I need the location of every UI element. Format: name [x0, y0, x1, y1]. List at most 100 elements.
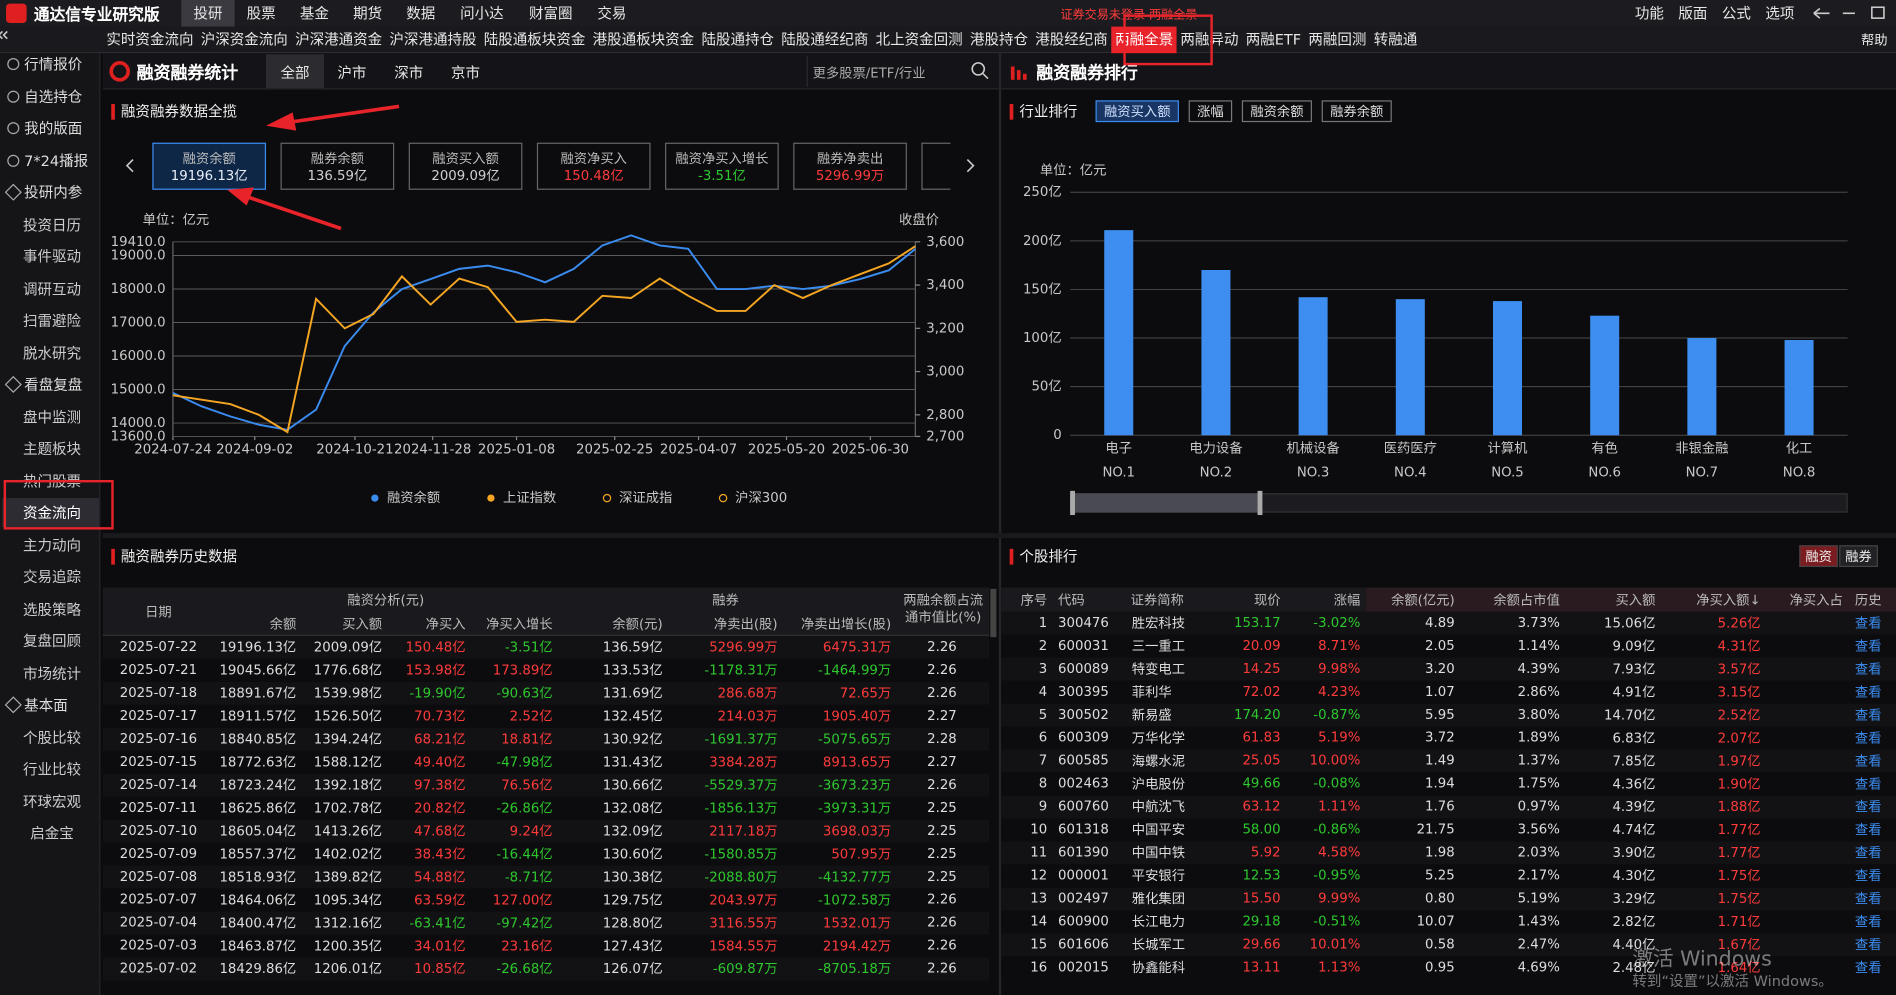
tab[interactable]: 港股经纪商 [1035, 31, 1108, 49]
top-right-item[interactable]: 功能 [1634, 5, 1664, 23]
toggle[interactable] [1799, 545, 1838, 568]
table-row[interactable] [1001, 955, 1896, 979]
history-link[interactable]: 查看 [1854, 730, 1882, 746]
sidebar-item[interactable]: 启金宝 [30, 825, 74, 843]
history-link[interactable]: 查看 [1854, 936, 1882, 953]
table-row[interactable] [1001, 794, 1896, 818]
tab[interactable]: 沪深港通资金 [295, 31, 383, 49]
sidebar-item[interactable]: 7*24播报 [24, 152, 89, 170]
table-row[interactable] [1001, 840, 1896, 864]
tab[interactable]: 陆股通板块资金 [483, 31, 586, 49]
sidebar-item[interactable]: 交易追踪 [22, 568, 82, 586]
sidebar-item[interactable]: 市场统计 [22, 664, 82, 682]
tab[interactable]: 港股通板块资金 [592, 31, 695, 49]
filter-tab[interactable]: 京市 [451, 64, 481, 82]
history-link[interactable]: 查看 [1854, 914, 1882, 930]
table-row[interactable] [1001, 748, 1896, 772]
sidebar-item[interactable]: 个股比较 [22, 729, 82, 746]
top-menu-item[interactable]: 交易 [597, 5, 627, 23]
metric-card[interactable] [793, 142, 907, 190]
rank-button[interactable]: 涨幅 [1188, 100, 1233, 123]
table-row[interactable] [1001, 611, 1896, 635]
history-link[interactable]: 查看 [1854, 661, 1882, 678]
table-row[interactable] [1001, 909, 1896, 933]
sidebar-item[interactable]: 复盘回顾 [22, 632, 82, 650]
sidebar-item[interactable]: 调研互动 [22, 280, 82, 298]
sidebar-group[interactable]: 投研内参 [24, 184, 83, 202]
tab[interactable]: 沪深港通持股 [389, 31, 477, 49]
help-link[interactable]: 帮助 [1860, 32, 1888, 49]
restore-icon[interactable] [1871, 6, 1885, 19]
history-link[interactable]: 查看 [1854, 684, 1882, 701]
top-menu-item[interactable]: 股票 [246, 5, 276, 23]
history-link[interactable]: 查看 [1854, 615, 1882, 632]
history-link[interactable]: 查看 [1854, 799, 1882, 815]
history-link[interactable]: 查看 [1854, 822, 1882, 838]
back-icon[interactable] [1813, 7, 1830, 19]
tab[interactable]: 北上资金回测 [875, 31, 963, 49]
table-row[interactable] [1001, 634, 1896, 658]
rank-button[interactable]: 融资余额 [1241, 100, 1312, 123]
top-menu-item[interactable]: 期货 [353, 5, 383, 23]
collapse-icon[interactable] [0, 30, 8, 40]
history-link[interactable]: 查看 [1854, 707, 1882, 723]
tab[interactable]: 沪深资金流向 [200, 31, 288, 49]
tab[interactable]: 实时资金流向 [106, 31, 194, 49]
table-row[interactable] [1001, 817, 1896, 841]
sidebar-item[interactable]: 主力动向 [22, 536, 82, 554]
table-row[interactable] [1001, 932, 1896, 956]
top-menu-item[interactable]: 数据 [406, 5, 436, 23]
tab[interactable]: 转融通 [1373, 31, 1418, 49]
sidebar-item[interactable]: 行情报价 [24, 56, 83, 74]
table-row[interactable] [1001, 657, 1896, 681]
sidebar-group[interactable]: 看盘复盘 [24, 376, 83, 394]
top-menu-item[interactable]: 投研 [193, 5, 223, 23]
history-link[interactable]: 查看 [1854, 776, 1882, 792]
metric-card[interactable] [280, 142, 395, 190]
sidebar-item[interactable]: 行业比较 [22, 761, 82, 778]
tab[interactable]: 两融ETF [1245, 31, 1302, 49]
history-link[interactable]: 查看 [1854, 845, 1882, 861]
sidebar-item[interactable]: 脱水研究 [22, 344, 82, 362]
table-row[interactable] [1001, 703, 1896, 727]
search-box[interactable] [806, 55, 997, 88]
table-row[interactable] [1001, 680, 1896, 704]
sidebar-item[interactable]: 环球宏观 [22, 793, 82, 811]
history-link[interactable]: 查看 [1854, 638, 1882, 655]
handle-grip[interactable] [1257, 490, 1263, 516]
metric-card[interactable] [152, 142, 267, 190]
top-right-item[interactable]: 版面 [1678, 5, 1708, 23]
history-link[interactable]: 查看 [1854, 891, 1882, 907]
sidebar-item[interactable]: 投资日历 [22, 216, 82, 234]
handle-grip[interactable] [1070, 490, 1075, 516]
top-menu-item[interactable]: 问小达 [460, 5, 504, 23]
sidebar-item[interactable]: 扫雷避险 [22, 312, 82, 330]
table-row[interactable] [1001, 886, 1896, 910]
filter-tab[interactable]: 全部 [280, 64, 310, 82]
table-row[interactable] [1001, 726, 1896, 749]
history-link[interactable]: 查看 [1854, 959, 1882, 976]
sidebar-item[interactable]: 我的版面 [24, 120, 83, 138]
tab[interactable]: 两融回测 [1308, 31, 1367, 49]
sidebar-item[interactable]: 选股策略 [22, 600, 82, 618]
top-menu-item[interactable]: 财富圈 [529, 5, 573, 23]
top-menu-item[interactable]: 基金 [299, 5, 329, 23]
tab[interactable]: 港股持仓 [969, 31, 1029, 49]
range-handle[interactable] [1070, 493, 1262, 513]
prev-arrow[interactable] [125, 159, 134, 173]
sidebar-group[interactable]: 基本面 [24, 696, 68, 714]
toggle[interactable] [1839, 545, 1878, 568]
top-right-item[interactable]: 选项 [1765, 5, 1795, 23]
next-arrow[interactable] [966, 159, 975, 173]
sidebar-item[interactable]: 盘中监测 [22, 408, 82, 426]
metric-card[interactable] [408, 142, 523, 190]
sidebar-item[interactable]: 主题板块 [22, 440, 82, 458]
history-link[interactable]: 查看 [1854, 753, 1882, 769]
filter-tab[interactable]: 深市 [394, 64, 424, 82]
history-link[interactable]: 查看 [1854, 868, 1882, 884]
rank-button[interactable]: 融资买入额 [1095, 100, 1179, 123]
sidebar-item[interactable]: 事件驱动 [22, 248, 82, 266]
sidebar-item[interactable]: 自选持仓 [24, 88, 83, 106]
filter-tab[interactable]: 沪市 [337, 64, 367, 82]
table-row[interactable] [1001, 771, 1896, 795]
